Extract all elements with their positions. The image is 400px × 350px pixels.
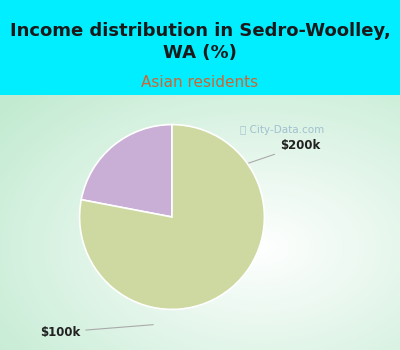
Wedge shape [80,125,264,309]
Wedge shape [81,125,172,217]
Text: $200k: $200k [243,139,320,165]
Text: Income distribution in Sedro-Woolley,
WA (%): Income distribution in Sedro-Woolley, WA… [10,22,390,62]
Text: Asian residents: Asian residents [142,75,258,90]
Text: $100k: $100k [40,325,153,338]
Text: ⓘ City-Data.com: ⓘ City-Data.com [240,125,324,135]
